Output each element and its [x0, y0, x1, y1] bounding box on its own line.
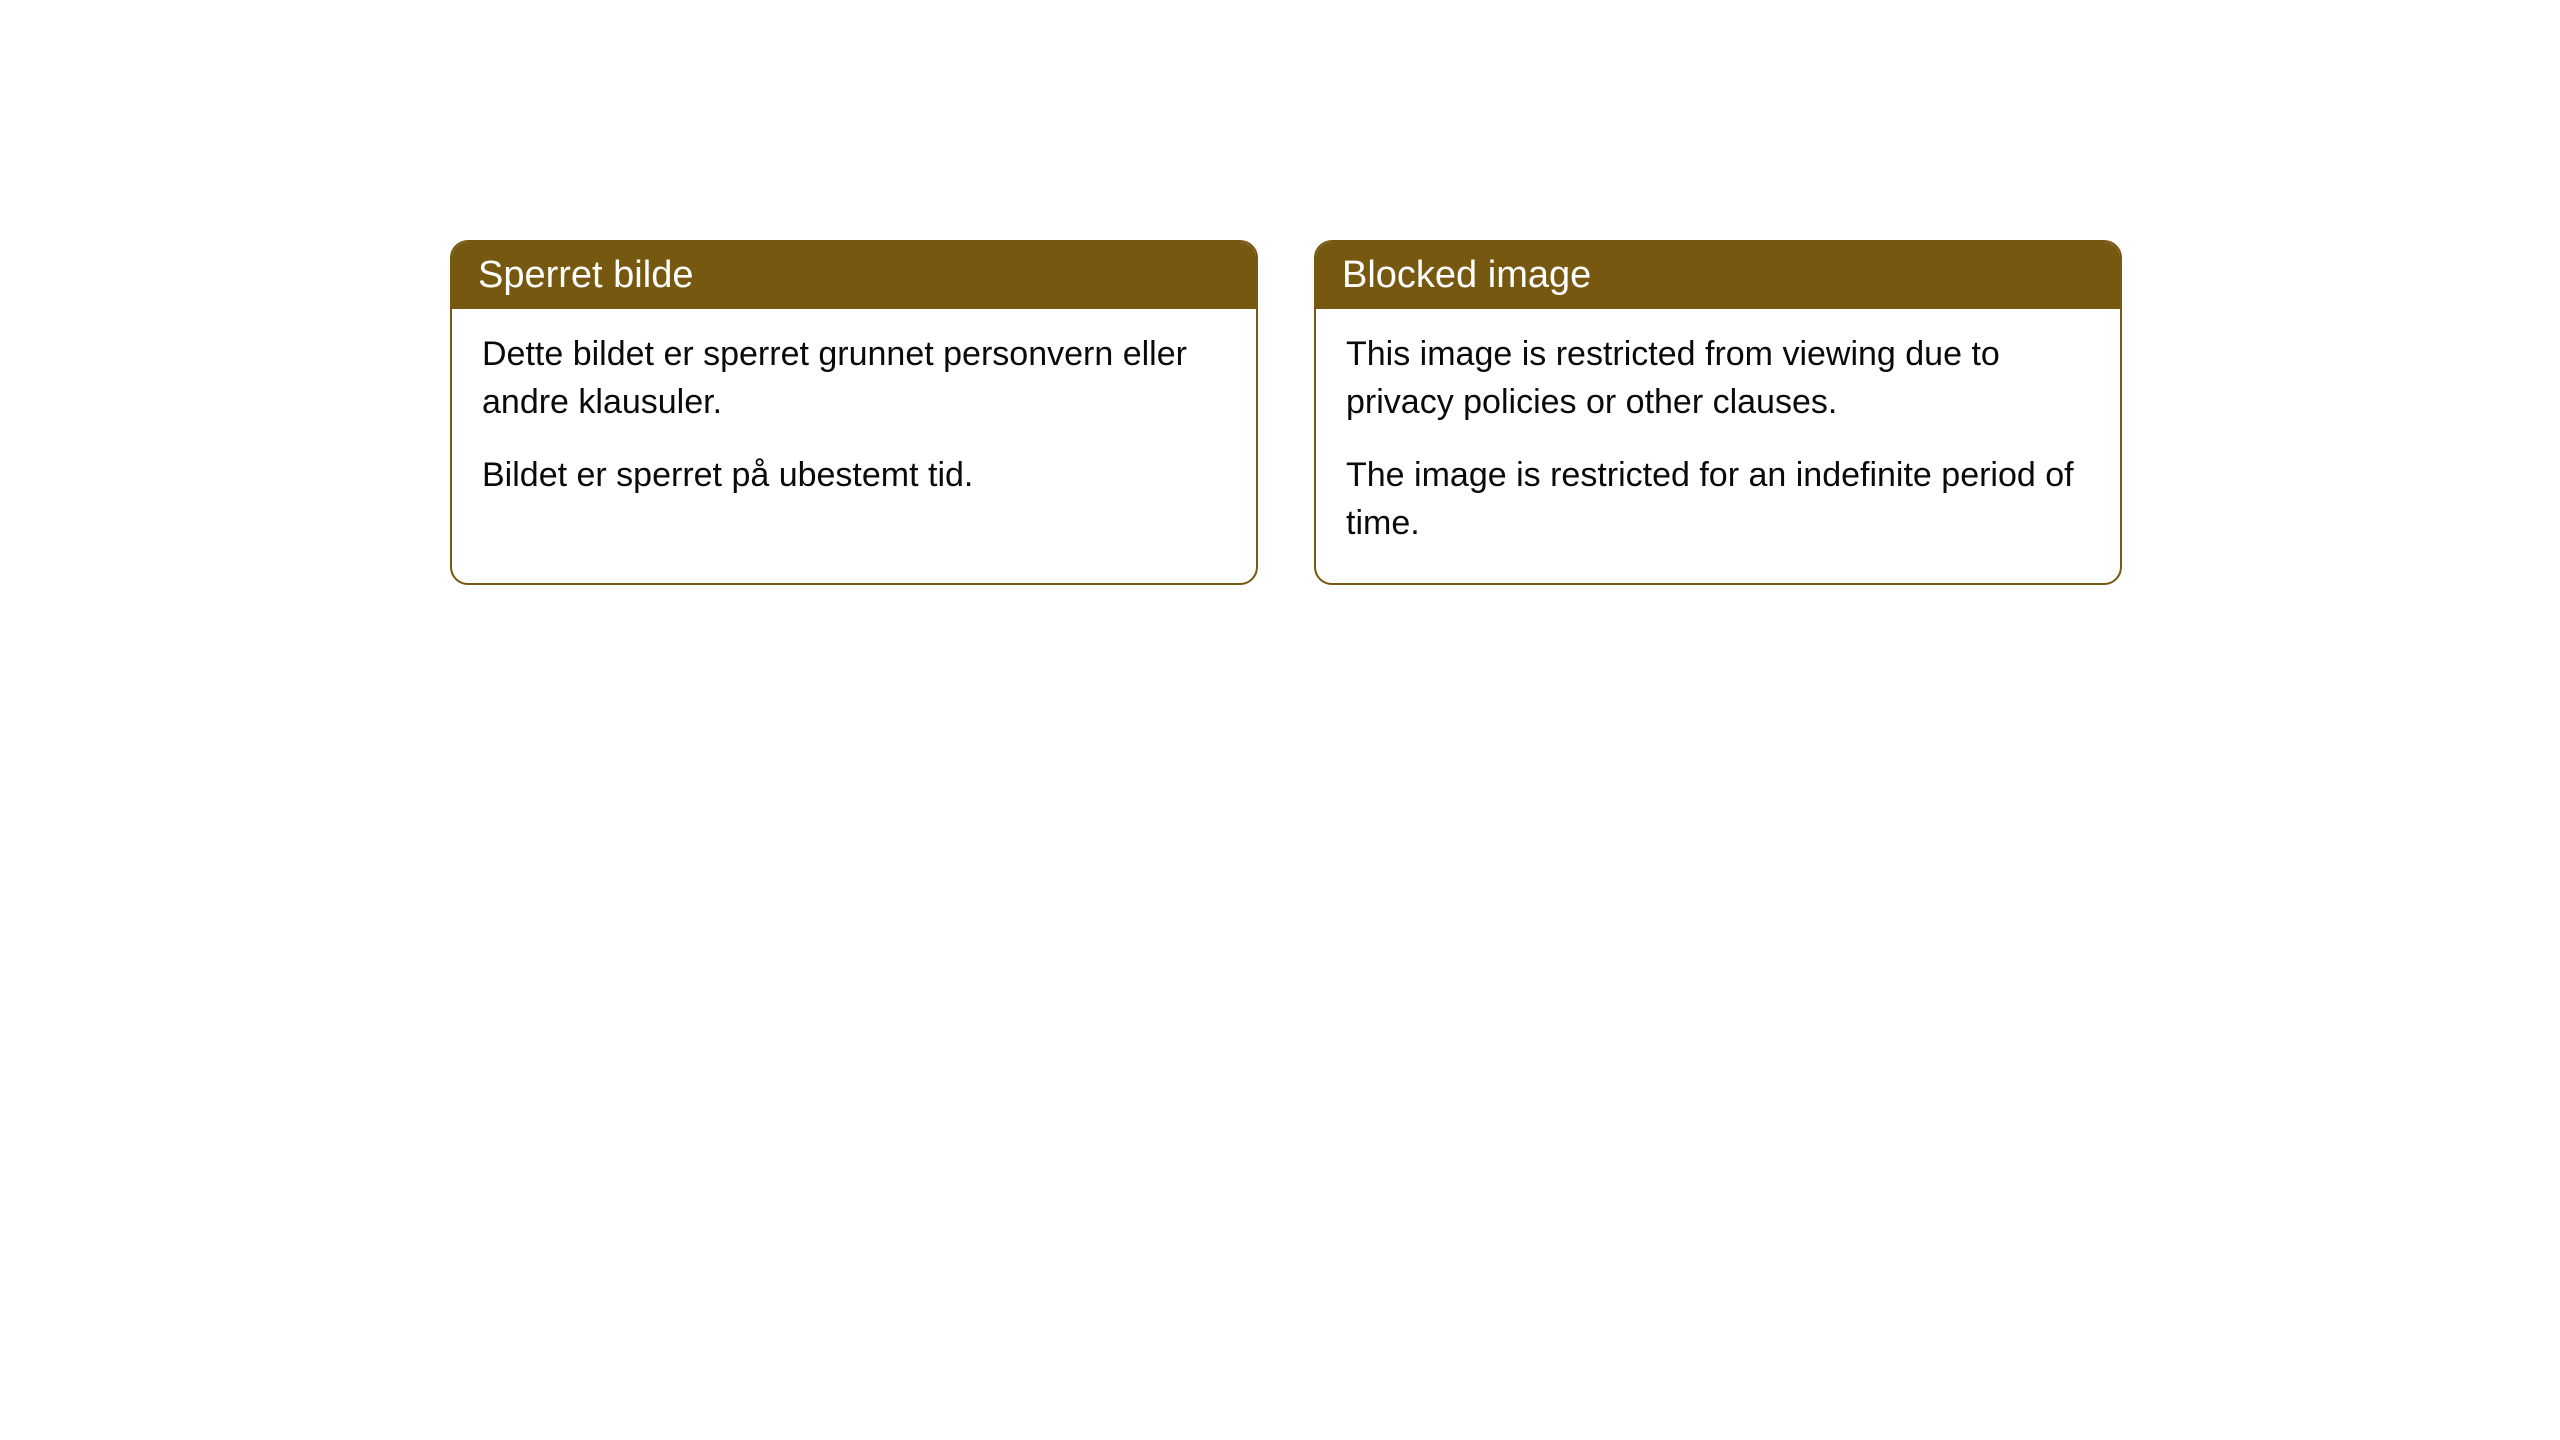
card-english: Blocked image This image is restricted f… — [1314, 240, 2122, 585]
card-title-norwegian: Sperret bilde — [478, 254, 693, 296]
card-paragraph-norwegian-2: Bildet er sperret på ubestemt tid. — [482, 452, 1226, 500]
card-title-english: Blocked image — [1342, 254, 1591, 296]
card-body-english: This image is restricted from viewing du… — [1316, 309, 2120, 583]
cards-container: Sperret bilde Dette bildet er sperret gr… — [450, 240, 2122, 585]
card-body-norwegian: Dette bildet er sperret grunnet personve… — [452, 309, 1256, 536]
card-paragraph-norwegian-1: Dette bildet er sperret grunnet personve… — [482, 331, 1226, 426]
card-paragraph-english-1: This image is restricted from viewing du… — [1346, 331, 2090, 426]
card-paragraph-english-2: The image is restricted for an indefinit… — [1346, 452, 2090, 547]
card-norwegian: Sperret bilde Dette bildet er sperret gr… — [450, 240, 1258, 585]
card-header-norwegian: Sperret bilde — [452, 242, 1256, 309]
card-header-english: Blocked image — [1316, 242, 2120, 309]
